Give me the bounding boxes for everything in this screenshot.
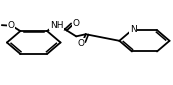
Text: O: O [7,21,14,30]
Text: NH: NH [50,21,63,30]
Text: O: O [77,39,84,48]
Text: O: O [72,19,80,28]
Text: N: N [130,25,137,34]
